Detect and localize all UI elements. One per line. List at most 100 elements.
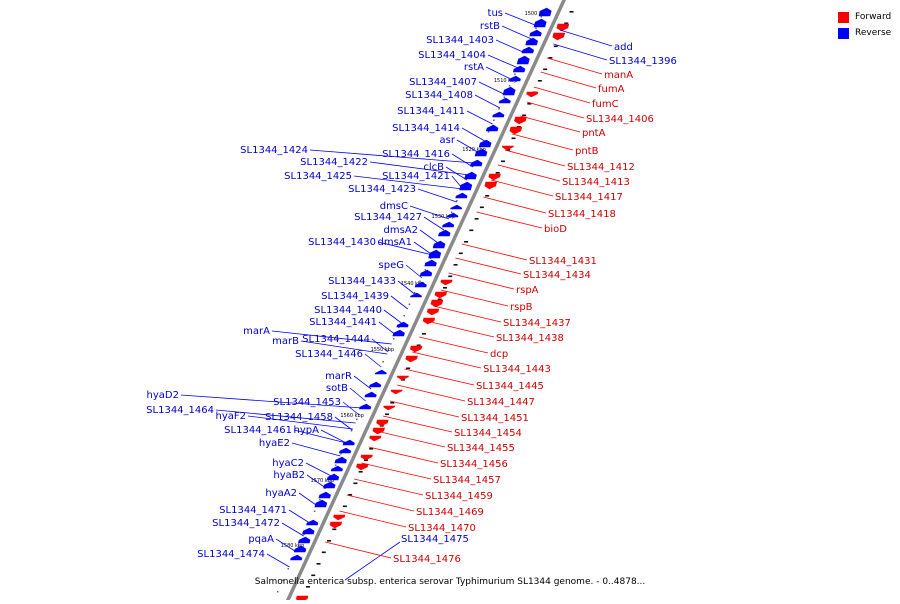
- kbp-tick-label: 1580 kbp: [281, 543, 305, 549]
- reverse-gene: [293, 545, 307, 553]
- reverse-leader-line: [342, 401, 360, 416]
- forward-gene-label: SL1344_1455: [447, 443, 515, 454]
- reverse-leader-line: [378, 321, 397, 336]
- forward-gene: [484, 181, 498, 190]
- track-tick: [385, 413, 390, 416]
- forward-gene: [409, 345, 423, 353]
- forward-leader-line: [559, 29, 613, 47]
- reverse-gene: [498, 97, 511, 104]
- track-dot: [403, 315, 405, 317]
- forward-leader-line: [533, 86, 591, 104]
- forward-leader-line: [546, 57, 603, 75]
- reverse-gene-label: SL1344_1475: [401, 534, 469, 545]
- forward-leader-line: [476, 211, 543, 229]
- track-tick: [500, 160, 505, 163]
- reverse-leader-line: [445, 166, 468, 181]
- forward-gene-label: fumA: [598, 84, 625, 95]
- forward-gene-label: rspA: [516, 285, 539, 296]
- track-dot: [387, 349, 390, 351]
- reverse-gene: [392, 329, 405, 337]
- reverse-gene: [470, 159, 483, 167]
- reverse-gene-label: SL1344_1424: [240, 145, 308, 156]
- forward-leader-line: [520, 115, 581, 133]
- reverse-gene: [314, 499, 328, 508]
- reverse-gene: [502, 86, 516, 96]
- kbp-tick-label: 1560 kbp: [340, 413, 364, 419]
- reverse-gene: [442, 221, 455, 228]
- reverse-gene: [438, 229, 451, 237]
- forward-leader-line: [382, 415, 453, 433]
- reverse-leader-line: [353, 375, 372, 390]
- forward-gene: [440, 279, 453, 286]
- track-dot: [540, 16, 542, 18]
- forward-leader-line: [504, 149, 566, 167]
- reverse-gene: [302, 527, 315, 535]
- forward-leader-line: [325, 541, 392, 559]
- reverse-gene-label: hyaE2: [259, 438, 290, 449]
- forward-gene-label: pntA: [582, 128, 606, 139]
- reverse-gene-label: SL1344_1408: [405, 90, 473, 101]
- track-tick: [527, 103, 532, 105]
- genome-caption: Salmonella enterica subsp. enterica sero…: [254, 577, 646, 587]
- forward-gene-label: bioD: [544, 224, 567, 235]
- track-tick: [316, 563, 321, 565]
- reverse-leader-line: [364, 353, 382, 368]
- forward-gene-label: SL1344_1434: [523, 270, 591, 281]
- track-dot: [498, 108, 500, 110]
- reverse-leader-line: [291, 442, 341, 457]
- reverse-gene-label: hyaC2: [272, 458, 304, 469]
- reverse-leader-line: [451, 153, 474, 168]
- forward-gene: [356, 463, 369, 471]
- forward-gene: [333, 514, 346, 521]
- forward-gene-label: SL1344_1396: [609, 56, 677, 67]
- track-dot: [287, 568, 289, 570]
- track-tick: [358, 471, 363, 473]
- forward-leader-line: [361, 462, 432, 480]
- track-tick: [369, 448, 374, 450]
- reverse-leader-line: [305, 462, 332, 477]
- forward-gene-label: fumC: [592, 99, 619, 110]
- reverse-gene: [474, 148, 488, 157]
- forward-gene-label: SL1344_1457: [433, 475, 501, 486]
- track-tick: [332, 528, 337, 531]
- reverse-gene: [334, 456, 347, 464]
- legend-forward: Forward: [838, 9, 898, 25]
- forward-gene: [405, 355, 418, 363]
- forward-gene-label: SL1344_1459: [425, 491, 493, 502]
- forward-leader-line: [354, 478, 424, 496]
- forward-gene-label: SL1344_1470: [408, 523, 476, 534]
- reverse-gene-label: SL1344_1458: [265, 412, 333, 423]
- forward-leader-line: [389, 400, 460, 418]
- reverse-gene: [533, 18, 547, 28]
- forward-gene: [329, 521, 343, 529]
- reverse-gene-label: dmsA2: [383, 225, 418, 236]
- forward-leader-line: [497, 164, 561, 182]
- reverse-leader-line: [409, 205, 450, 220]
- reverse-gene: [338, 447, 352, 454]
- reverse-gene-label: SL1344_1446: [295, 349, 363, 360]
- forward-gene-label: SL1344_1413: [562, 177, 630, 188]
- forward-gene-label: SL1344_1451: [461, 413, 529, 424]
- reverse-gene-label: clcB: [423, 162, 444, 173]
- reverse-leader-line: [300, 340, 388, 355]
- reverse-leader-line: [390, 295, 409, 310]
- reverse-gene: [290, 554, 303, 561]
- reverse-leader-line: [417, 188, 457, 203]
- forward-gene: [434, 291, 448, 299]
- track-tick: [485, 195, 490, 197]
- reverse-leader-line: [461, 127, 485, 142]
- reverse-gene: [330, 465, 343, 472]
- reverse-gene: [428, 249, 442, 259]
- reverse-leader-line: [474, 94, 501, 109]
- forward-leader-line: [412, 351, 482, 369]
- forward-gene: [295, 595, 309, 603]
- reverse-leader-line: [485, 66, 513, 81]
- forward-gene-label: SL1344_1469: [416, 507, 484, 518]
- kbp-tick-label: 1570 kbp: [311, 478, 335, 484]
- forward-leader-line: [440, 289, 509, 307]
- reverse-leader-line: [271, 330, 392, 345]
- track-tick: [390, 402, 395, 404]
- track-dot: [356, 418, 358, 420]
- reverse-gene-label: SL1344_1407: [409, 77, 477, 88]
- forward-leader-line: [483, 196, 547, 214]
